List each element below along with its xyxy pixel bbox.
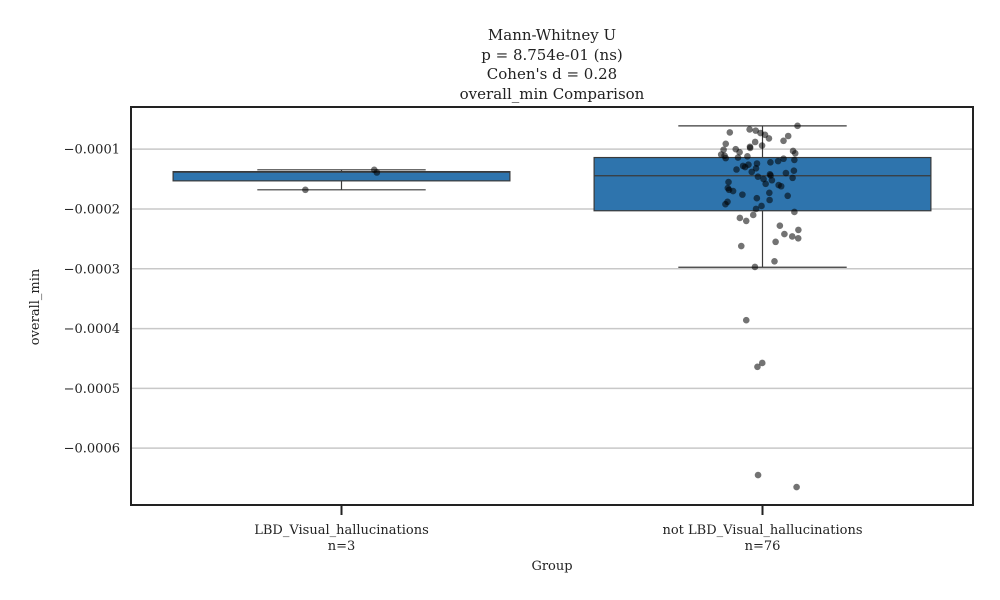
data-point bbox=[722, 154, 730, 162]
data-point bbox=[776, 222, 784, 230]
plot-frame bbox=[130, 106, 974, 506]
data-point bbox=[736, 148, 743, 156]
data-point bbox=[762, 180, 769, 188]
data-point bbox=[373, 169, 381, 176]
data-point bbox=[793, 483, 800, 491]
title-line-3: Cohen's d = 0.28 bbox=[487, 65, 617, 83]
data-point bbox=[742, 316, 750, 324]
data-point bbox=[754, 363, 761, 371]
y-tick-label: −0.0005 bbox=[64, 382, 120, 397]
x-axis-label: Group bbox=[531, 559, 572, 574]
data-point bbox=[784, 192, 792, 200]
data-point bbox=[744, 153, 751, 160]
data-point bbox=[782, 169, 790, 177]
data-point bbox=[746, 126, 753, 133]
data-point bbox=[774, 157, 782, 165]
strip-points bbox=[302, 122, 802, 491]
data-point bbox=[791, 208, 798, 216]
y-tick-label: −0.0006 bbox=[64, 442, 120, 457]
title-line-4: overall_min Comparison bbox=[460, 85, 645, 103]
data-point bbox=[736, 214, 744, 222]
data-point bbox=[791, 156, 798, 164]
data-point bbox=[772, 238, 779, 246]
data-point bbox=[739, 191, 746, 198]
data-point bbox=[726, 129, 734, 136]
data-point bbox=[777, 182, 785, 190]
boxes bbox=[172, 125, 932, 268]
box-iqr bbox=[172, 170, 511, 182]
data-point bbox=[771, 257, 778, 265]
data-point bbox=[766, 196, 773, 204]
data-point bbox=[780, 155, 787, 163]
data-point bbox=[768, 176, 776, 184]
y-tick-label: −0.0004 bbox=[64, 322, 120, 337]
title-line-1: Mann-Whitney U bbox=[488, 26, 616, 44]
data-point bbox=[767, 159, 774, 166]
data-point bbox=[754, 471, 762, 479]
data-point bbox=[758, 202, 765, 210]
data-point bbox=[758, 359, 766, 367]
data-point bbox=[741, 163, 749, 171]
data-point bbox=[784, 132, 792, 140]
y-axis-ticks: −0.0001 −0.0002 −0.0003 −0.0004 −0.0005 −0.00… bbox=[64, 143, 120, 457]
title-line-2: p = 8.754e-01 (ns) bbox=[481, 46, 623, 64]
chart-title: Mann-Whitney U p = 8.754e-01 (ns) Cohen'… bbox=[460, 26, 645, 103]
x-tick-n-label: n=76 bbox=[745, 539, 781, 554]
data-point bbox=[722, 140, 730, 148]
y-tick-label: −0.0002 bbox=[64, 202, 120, 217]
data-point bbox=[749, 211, 757, 219]
gridlines bbox=[131, 148, 973, 449]
data-point bbox=[751, 138, 759, 146]
data-point bbox=[765, 135, 773, 142]
data-point bbox=[752, 205, 760, 213]
data-point bbox=[302, 186, 309, 194]
data-point bbox=[781, 230, 788, 238]
data-point bbox=[748, 168, 756, 176]
data-point bbox=[791, 150, 799, 157]
x-tick-label: not LBD_Visual_hallucinations bbox=[662, 523, 862, 538]
data-point bbox=[780, 137, 787, 145]
data-point bbox=[737, 242, 745, 250]
x-tick-label: LBD_Visual_hallucinations bbox=[254, 523, 429, 538]
data-point bbox=[734, 154, 742, 161]
data-point bbox=[794, 122, 801, 130]
data-point bbox=[788, 233, 796, 240]
data-point bbox=[729, 187, 737, 195]
y-tick-label: −0.0003 bbox=[64, 262, 120, 277]
data-point bbox=[751, 263, 759, 271]
data-point bbox=[758, 142, 766, 149]
data-point bbox=[790, 167, 798, 174]
data-point bbox=[742, 217, 750, 225]
data-point bbox=[754, 173, 762, 180]
data-point bbox=[725, 178, 732, 186]
y-axis-label: overall_min bbox=[28, 268, 43, 345]
data-point bbox=[733, 166, 740, 173]
data-point bbox=[766, 189, 773, 197]
data-point bbox=[722, 200, 729, 208]
y-tick-label: −0.0001 bbox=[64, 143, 120, 158]
data-point bbox=[795, 226, 802, 234]
data-point bbox=[746, 144, 754, 152]
data-point bbox=[753, 194, 761, 202]
data-point bbox=[794, 234, 802, 242]
x-tick-n-label: n=3 bbox=[328, 539, 356, 554]
data-point bbox=[789, 174, 796, 182]
